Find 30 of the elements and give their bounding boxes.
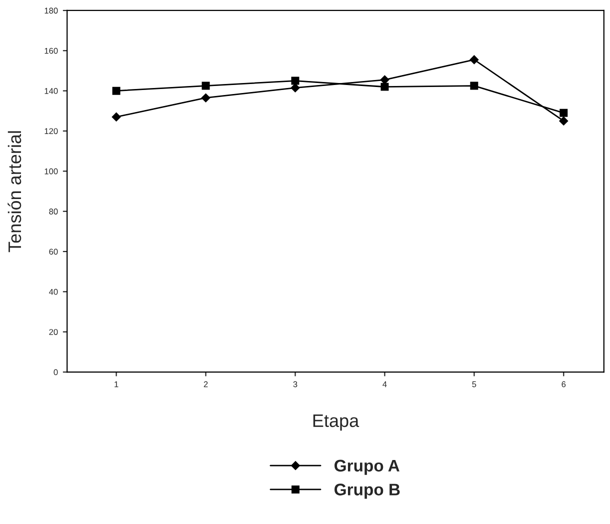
point	[560, 108, 568, 117]
y-tick-label: 40	[48, 288, 58, 295]
y-axis-title: Tensión arterial	[8, 131, 22, 252]
y-tick-label: 140	[44, 88, 58, 94]
x-tick-label: 2	[204, 381, 208, 388]
x-tick-label: 3	[293, 381, 298, 388]
point	[380, 82, 389, 91]
y-tick-label: 80	[49, 208, 58, 214]
y-tick-label: 0	[54, 369, 58, 376]
x-axis-title: Etapa	[313, 414, 360, 431]
y-tick-label: 60	[49, 248, 58, 255]
point	[201, 93, 210, 102]
x-tick-label: 1	[114, 381, 118, 388]
legend-label: Grupo B	[334, 484, 400, 499]
point	[291, 76, 300, 85]
x-tick-label: 5	[472, 381, 476, 388]
point	[470, 82, 478, 90]
point	[559, 116, 568, 126]
y-tick-label: 180	[44, 8, 58, 14]
point	[112, 86, 120, 95]
y-tick-label: 20	[49, 329, 58, 335]
point	[202, 82, 210, 90]
point	[470, 55, 479, 64]
y-tick-label: 100	[44, 168, 58, 174]
legend-label: Grupo A	[334, 460, 400, 475]
x-tick-label: 6	[562, 381, 566, 388]
x-tick-label: 4	[382, 381, 387, 388]
point	[112, 112, 121, 122]
y-tick-label: 120	[44, 128, 58, 134]
y-tick-label: 160	[44, 48, 58, 54]
